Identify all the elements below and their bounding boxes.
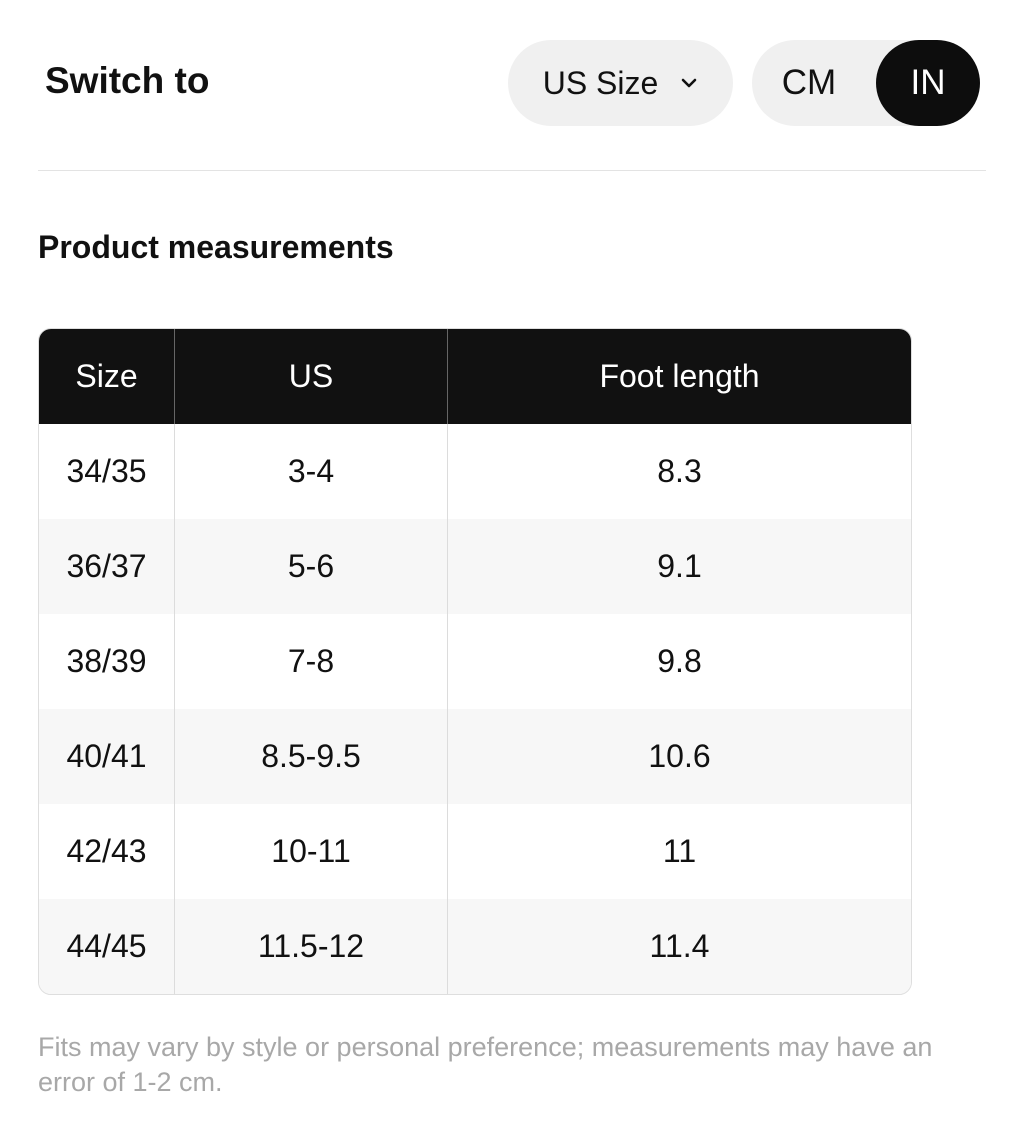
table-cell: 44/45 [39, 899, 175, 994]
table-cell: 9.8 [657, 643, 702, 679]
table-cell: 3-4 [175, 424, 448, 519]
table-cell: 38/39 [39, 614, 175, 709]
table-cell: 10-11 [175, 804, 448, 899]
table-cell: 42/43 [39, 804, 175, 899]
table-header: Size US Foot length [39, 329, 911, 424]
switch-title: Switch to [45, 60, 210, 101]
table-row: 44/45 11.5-12 11.4 [39, 899, 911, 994]
table-cell: 8.5-9.5 [175, 709, 448, 804]
column-header: US [175, 329, 448, 424]
table-cell: 10.6 [648, 738, 711, 774]
table-cell: 7-8 [175, 614, 448, 709]
dropdown-label: US Size [542, 64, 659, 101]
table-cell: 9.1 [657, 548, 702, 584]
table-cell: 34/35 [39, 424, 175, 519]
unit-toggle: CM IN [752, 40, 980, 126]
table-row: 40/41 8.5-9.5 10.6 [39, 709, 911, 804]
size-dropdown[interactable]: US Size [508, 40, 733, 126]
note: Fits may vary by style or personal prefe… [38, 1032, 933, 1097]
column-header: Size [39, 329, 175, 424]
table-cell: 11 [662, 833, 697, 869]
table-cell: 11.5-12 [175, 899, 448, 994]
chevron-icon [681, 78, 697, 88]
table-cell: 36/37 [39, 519, 175, 614]
size-table: Size US Foot length 34/35 3-4 8.3 36/37 5-6 9.1 3… [38, 328, 912, 995]
section-title: Product measurements [38, 229, 394, 265]
table-cell: 11.4 [649, 928, 710, 964]
unit-option[interactable]: IN [876, 40, 980, 126]
column-header: Foot length [599, 358, 760, 394]
table-row: 42/43 10-11 11 [39, 804, 911, 899]
table-row: 38/39 7-8 9.8 [39, 614, 911, 709]
table-row: 34/35 3-4 8.3 [39, 424, 911, 519]
unit-option[interactable]: CM [781, 63, 837, 102]
table-cell: 5-6 [175, 519, 448, 614]
table-row: 36/37 5-6 9.1 [39, 519, 911, 614]
table-cell: 8.3 [657, 453, 702, 489]
table-cell: 40/41 [39, 709, 175, 804]
divider [38, 170, 986, 171]
